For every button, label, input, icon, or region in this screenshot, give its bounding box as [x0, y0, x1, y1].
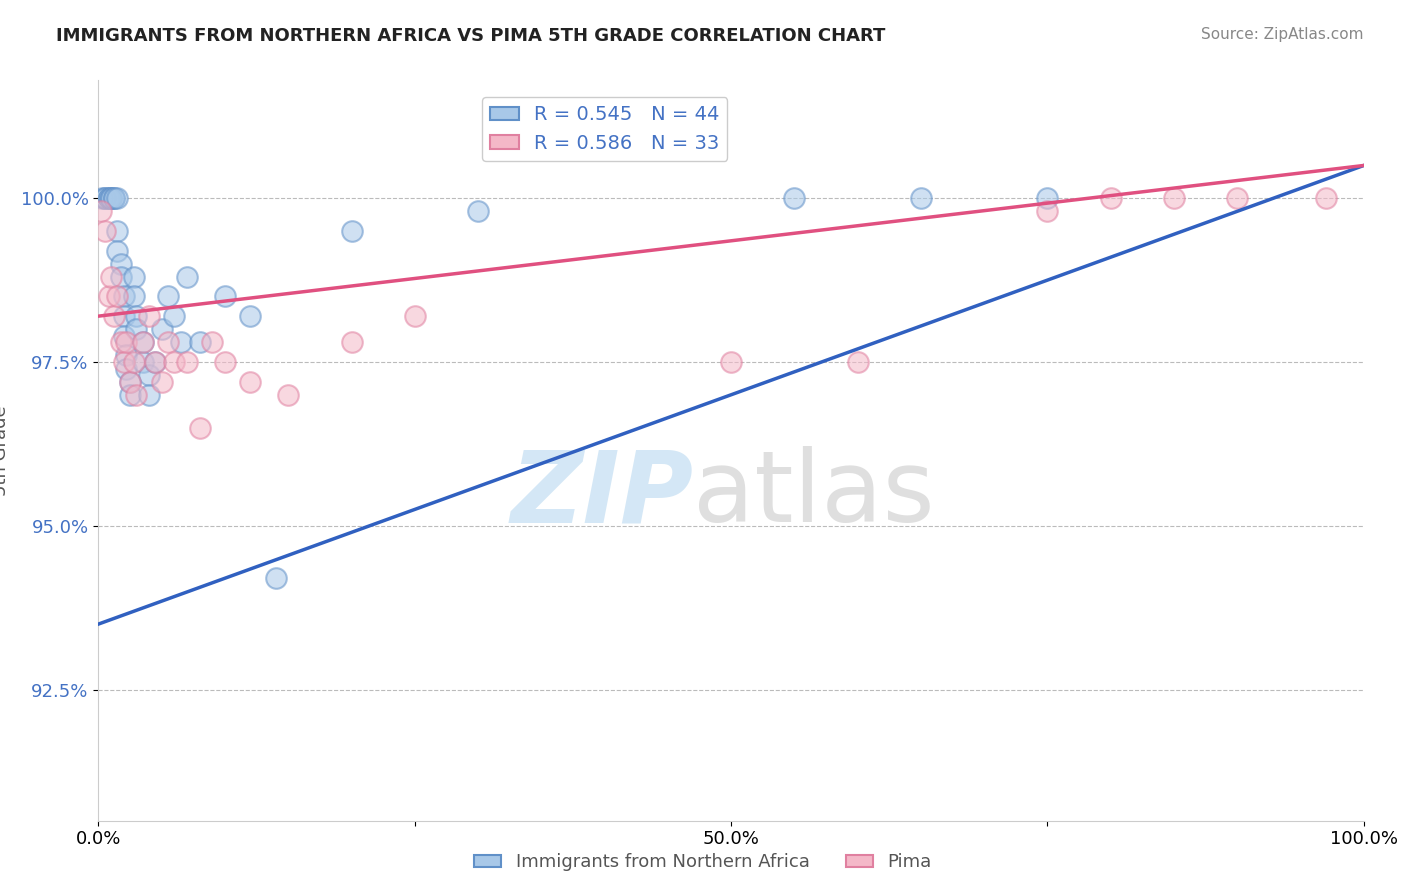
Point	[157, 289, 180, 303]
Point	[176, 269, 198, 284]
Point	[125, 388, 148, 402]
Point	[97, 289, 120, 303]
Point	[1036, 204, 1059, 219]
Point	[910, 191, 932, 205]
Point	[163, 355, 186, 369]
Text: IMMIGRANTS FROM NORTHERN AFRICA VS PIMA 5TH GRADE CORRELATION CHART: IMMIGRANTS FROM NORTHERN AFRICA VS PIMA …	[56, 27, 886, 45]
Point	[145, 355, 166, 369]
Point	[112, 328, 135, 343]
Point	[122, 355, 145, 369]
Point	[112, 309, 135, 323]
Point	[783, 191, 806, 205]
Point	[110, 269, 132, 284]
Point	[120, 375, 141, 389]
Point	[110, 257, 132, 271]
Point	[1036, 191, 1059, 205]
Point	[138, 309, 160, 323]
Point	[145, 355, 166, 369]
Point	[103, 309, 125, 323]
Point	[201, 335, 224, 350]
Point	[122, 289, 145, 303]
Point	[138, 388, 160, 402]
Point	[115, 348, 138, 362]
Point	[110, 335, 132, 350]
Point	[132, 335, 155, 350]
Legend: R = 0.545   N = 44, R = 0.586   N = 33: R = 0.545 N = 44, R = 0.586 N = 33	[482, 97, 727, 161]
Point	[112, 289, 135, 303]
Point	[125, 322, 148, 336]
Point	[846, 355, 869, 369]
Point	[176, 355, 198, 369]
Point	[112, 355, 135, 369]
Legend: Immigrants from Northern Africa, Pima: Immigrants from Northern Africa, Pima	[467, 847, 939, 879]
Point	[264, 571, 287, 585]
Y-axis label: 5th Grade: 5th Grade	[0, 405, 10, 496]
Point	[91, 191, 114, 205]
Point	[188, 335, 211, 350]
Point	[404, 309, 426, 323]
Point	[100, 269, 122, 284]
Point	[107, 191, 129, 205]
Point	[103, 191, 125, 205]
Point	[214, 289, 236, 303]
Point	[107, 224, 129, 238]
Point	[115, 335, 138, 350]
Point	[97, 191, 120, 205]
Point	[467, 204, 489, 219]
Point	[90, 204, 112, 219]
Point	[100, 191, 122, 205]
Point	[720, 355, 742, 369]
Point	[132, 335, 155, 350]
Point	[277, 388, 299, 402]
Point	[1315, 191, 1337, 205]
Text: Source: ZipAtlas.com: Source: ZipAtlas.com	[1201, 27, 1364, 42]
Point	[163, 309, 186, 323]
Point	[120, 388, 141, 402]
Point	[340, 335, 363, 350]
Point	[107, 289, 129, 303]
Point	[93, 191, 117, 205]
Point	[120, 375, 141, 389]
Point	[1163, 191, 1185, 205]
Point	[239, 309, 262, 323]
Text: atlas: atlas	[693, 446, 935, 543]
Point	[1099, 191, 1122, 205]
Point	[122, 269, 145, 284]
Point	[188, 420, 211, 434]
Text: ZIP: ZIP	[510, 446, 693, 543]
Point	[150, 375, 173, 389]
Point	[340, 224, 363, 238]
Point	[169, 335, 191, 350]
Point	[103, 191, 125, 205]
Point	[138, 368, 160, 383]
Point	[132, 355, 155, 369]
Point	[125, 309, 148, 323]
Point	[150, 322, 173, 336]
Point	[214, 355, 236, 369]
Point	[115, 361, 138, 376]
Point	[239, 375, 262, 389]
Point	[100, 191, 122, 205]
Point	[1226, 191, 1249, 205]
Point	[107, 244, 129, 258]
Point	[97, 191, 120, 205]
Point	[93, 224, 117, 238]
Point	[93, 191, 117, 205]
Point	[157, 335, 180, 350]
